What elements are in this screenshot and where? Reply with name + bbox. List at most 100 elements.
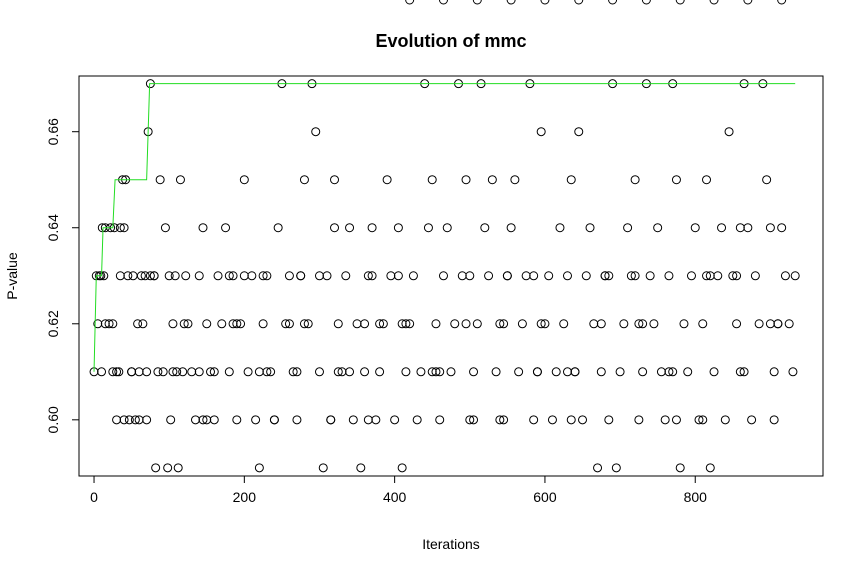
data-point xyxy=(735,223,745,233)
data-point xyxy=(499,415,509,425)
data-point xyxy=(574,0,584,5)
data-point xyxy=(566,175,576,185)
data-point xyxy=(284,319,294,329)
data-point xyxy=(739,367,749,377)
data-point xyxy=(529,271,539,281)
data-point xyxy=(375,367,385,377)
data-point xyxy=(446,367,456,377)
data-point xyxy=(780,271,790,281)
data-point xyxy=(124,415,134,425)
data-point xyxy=(281,319,291,329)
data-point xyxy=(626,271,636,281)
data-point xyxy=(318,463,328,473)
data-point xyxy=(254,367,264,377)
data-point xyxy=(108,319,118,329)
data-point xyxy=(705,271,715,281)
data-point xyxy=(224,271,234,281)
plot-frame xyxy=(78,75,824,477)
data-point xyxy=(593,463,603,473)
data-point xyxy=(163,463,173,473)
data-point xyxy=(668,367,678,377)
data-point xyxy=(114,367,124,377)
data-point xyxy=(104,319,114,329)
y-tick-label: 0.64 xyxy=(45,214,61,241)
data-point xyxy=(750,271,760,281)
y-axis-label: P-value xyxy=(4,252,20,300)
data-point xyxy=(397,463,407,473)
data-point xyxy=(228,319,238,329)
data-point xyxy=(484,271,494,281)
data-point xyxy=(168,319,178,329)
data-point xyxy=(405,0,415,5)
data-point xyxy=(166,415,176,425)
data-point xyxy=(581,271,591,281)
data-point xyxy=(671,415,681,425)
data-point xyxy=(292,367,302,377)
data-point xyxy=(728,271,738,281)
data-point xyxy=(158,367,168,377)
data-point xyxy=(732,319,742,329)
data-point xyxy=(423,223,433,233)
data-point xyxy=(514,367,524,377)
data-point xyxy=(416,367,426,377)
data-point xyxy=(341,271,351,281)
data-point xyxy=(345,223,355,233)
data-point xyxy=(694,415,704,425)
data-point xyxy=(352,319,362,329)
data-point xyxy=(683,367,693,377)
x-axis: 0 200 400 600 800 xyxy=(90,475,707,505)
data-point xyxy=(562,367,572,377)
data-point xyxy=(194,271,204,281)
data-point xyxy=(690,223,700,233)
data-point xyxy=(784,319,794,329)
data-point xyxy=(765,319,775,329)
data-point xyxy=(735,367,745,377)
data-point xyxy=(671,175,681,185)
data-point xyxy=(570,367,580,377)
data-point xyxy=(578,415,588,425)
data-point xyxy=(517,319,527,329)
data-point xyxy=(254,463,264,473)
data-point xyxy=(153,367,163,377)
data-point xyxy=(164,271,174,281)
data-point xyxy=(311,127,321,137)
data-point xyxy=(619,319,629,329)
data-point xyxy=(664,271,674,281)
data-point xyxy=(314,271,324,281)
data-point xyxy=(562,271,572,281)
data-point xyxy=(724,127,734,137)
data-point xyxy=(611,463,621,473)
data-point xyxy=(754,319,764,329)
data-point xyxy=(596,367,606,377)
data-point xyxy=(142,415,152,425)
data-point xyxy=(112,367,122,377)
data-point xyxy=(119,223,129,233)
data-point xyxy=(438,0,448,5)
data-point xyxy=(641,0,651,5)
data-point xyxy=(299,175,309,185)
data-point xyxy=(495,319,505,329)
data-point xyxy=(540,319,550,329)
data-point xyxy=(506,223,516,233)
data-point xyxy=(202,415,212,425)
data-point xyxy=(457,271,467,281)
data-point xyxy=(183,319,193,329)
data-point xyxy=(239,271,249,281)
data-point xyxy=(469,367,479,377)
data-point xyxy=(521,271,531,281)
data-point xyxy=(491,367,501,377)
data-point xyxy=(709,367,719,377)
y-tick-label: 0.60 xyxy=(45,406,61,433)
data-point xyxy=(348,415,358,425)
data-point xyxy=(502,271,512,281)
data-point xyxy=(675,0,685,5)
data-point xyxy=(427,175,437,185)
data-point xyxy=(371,415,381,425)
data-point xyxy=(698,319,708,329)
data-point xyxy=(664,367,674,377)
data-point xyxy=(438,271,448,281)
data-point xyxy=(777,0,787,5)
data-point xyxy=(292,415,302,425)
data-point xyxy=(604,415,614,425)
